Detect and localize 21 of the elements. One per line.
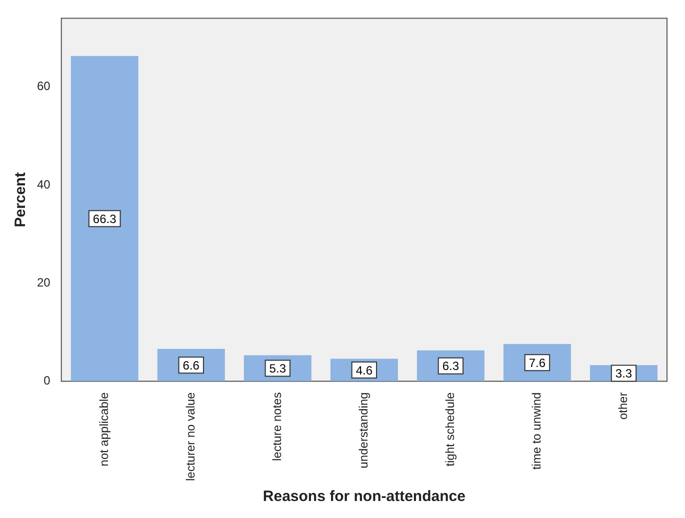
data-label: 6.3 (442, 359, 460, 374)
data-label: 66.3 (92, 212, 117, 226)
data-label: 5.3 (269, 362, 286, 376)
x-tick-label: understanding (356, 392, 370, 468)
data-label: 3.3 (615, 366, 632, 380)
y-tick-label: 60 (36, 79, 51, 94)
y-tick-label: 0 (44, 374, 51, 388)
x-tick-label: time to unwind (530, 392, 544, 470)
y-tick-label: 40 (36, 177, 51, 192)
x-tick-label: tight schedule (443, 392, 458, 466)
y-tick-label: 20 (36, 275, 51, 290)
data-label: 7.6 (528, 356, 546, 370)
y-axis-title: Percent (12, 172, 30, 228)
x-axis-title: Reasons for non-attendance (262, 488, 466, 506)
x-tick-label: lecturer no value (183, 392, 198, 481)
x-tick-label: other (616, 392, 630, 420)
data-label: 4.6 (356, 363, 373, 378)
bar (70, 56, 138, 382)
x-tick-label: not applicable (96, 392, 111, 466)
data-label: 6.6 (182, 358, 200, 372)
x-tick-label: lecture notes (270, 392, 284, 461)
